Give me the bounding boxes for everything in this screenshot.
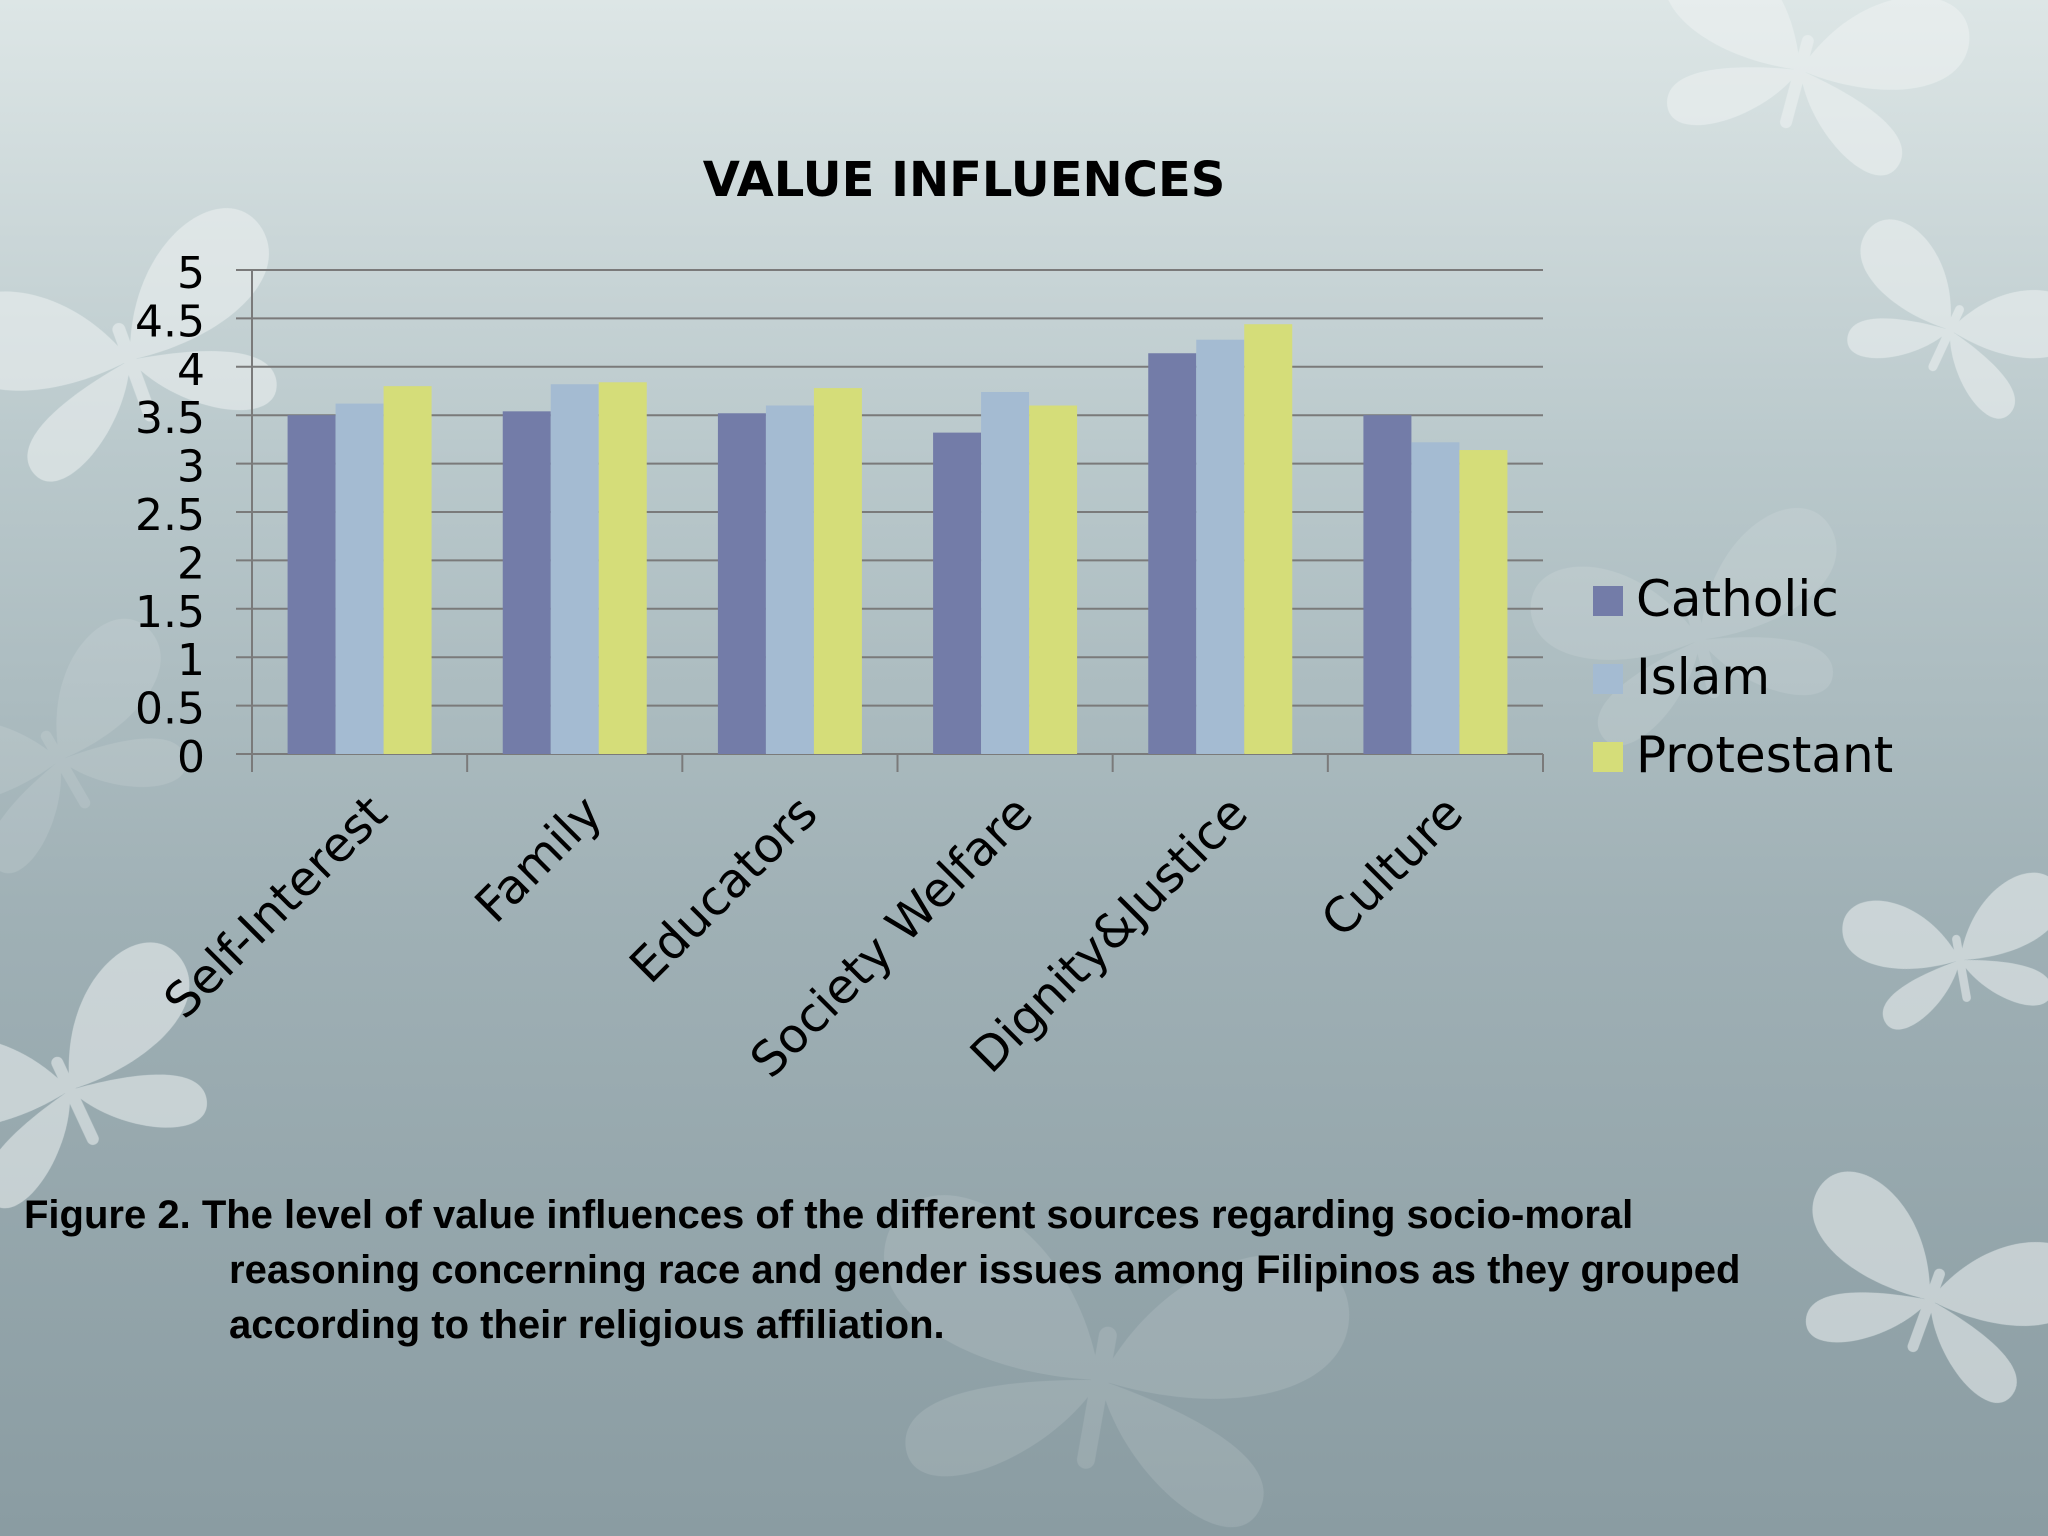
legend-swatch-islam — [1593, 664, 1623, 694]
bar-protestant-culture — [1459, 450, 1508, 754]
y-tick-label: 0 — [177, 732, 205, 783]
y-tick-label: 3.5 — [135, 393, 205, 444]
y-tick-label: 1 — [177, 635, 205, 686]
y-tick-label: 1.5 — [135, 587, 205, 638]
bar-catholic-educators — [717, 413, 766, 754]
x-tick-label-culture: Culture — [1311, 785, 1474, 948]
bar-islam-society-welfare — [981, 391, 1030, 754]
y-tick-label: 2 — [177, 538, 205, 589]
x-tick-label-educators: Educators — [619, 785, 828, 994]
y-tick-label: 4 — [177, 345, 205, 396]
bar-islam-self-interest — [335, 403, 384, 754]
caption-line-3: according to their religious affiliation… — [229, 1303, 945, 1347]
bar-islam-culture — [1411, 442, 1460, 754]
x-tick-label-self-interest: Self-Interest — [153, 785, 398, 1030]
bar-islam-dignity-justice — [1196, 339, 1245, 754]
y-tick-label: 5 — [177, 248, 205, 299]
y-tick-label: 2.5 — [135, 490, 205, 541]
bar-catholic-family — [502, 411, 551, 754]
caption-line-2: reasoning concerning race and gender iss… — [229, 1248, 1741, 1292]
bar-protestant-family — [598, 382, 647, 754]
bar-islam-educators — [765, 405, 814, 754]
legend-label-catholic: Catholic — [1636, 570, 1839, 628]
chart-title: VALUE INFLUENCES — [703, 152, 1226, 208]
bar-protestant-society-welfare — [1029, 405, 1078, 754]
x-tick-label-family: Family — [464, 785, 613, 934]
caption-line-1: Figure 2. The level of value influences … — [24, 1193, 1634, 1237]
legend-swatch-catholic — [1593, 586, 1623, 616]
bar-catholic-society-welfare — [933, 432, 982, 754]
legend-swatch-protestant — [1593, 742, 1623, 772]
bar-protestant-educators — [813, 388, 862, 754]
bar-protestant-self-interest — [383, 386, 432, 754]
bar-catholic-dignity-justice — [1148, 353, 1197, 754]
y-tick-label: 0.5 — [135, 684, 205, 735]
legend-label-islam: Islam — [1636, 648, 1770, 706]
bar-catholic-self-interest — [287, 415, 336, 754]
bar-catholic-culture — [1363, 415, 1412, 754]
bar-islam-family — [550, 384, 599, 754]
legend-label-protestant: Protestant — [1636, 726, 1893, 784]
y-tick-label: 3 — [177, 442, 205, 493]
y-tick-label: 4.5 — [135, 296, 205, 347]
figure-caption: Figure 2. The level of value influences … — [24, 1188, 2004, 1353]
bar-protestant-dignity-justice — [1244, 324, 1293, 754]
